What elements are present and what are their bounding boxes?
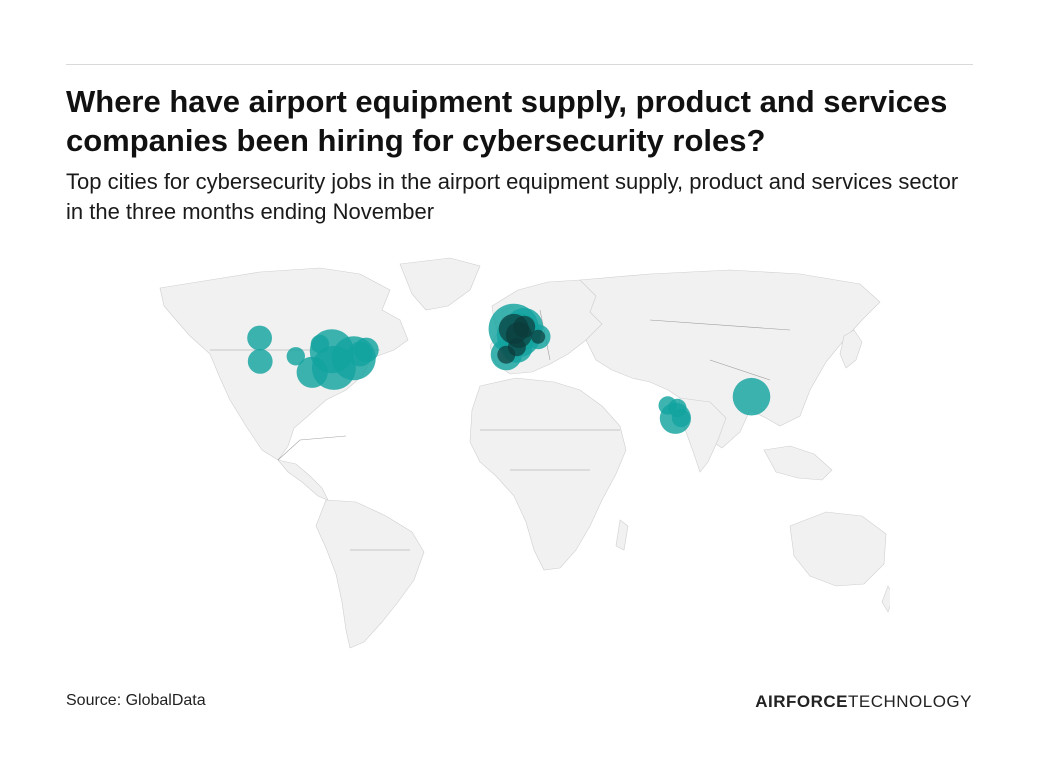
city-bubble-overlap <box>513 315 536 338</box>
brand-logo-light: TECHNOLOGY <box>847 692 972 711</box>
asia-landmass <box>579 269 881 449</box>
land-masses <box>159 257 890 649</box>
world-map <box>150 250 890 660</box>
city-bubble <box>286 347 305 366</box>
north-america-landmass <box>159 267 409 461</box>
city-bubble <box>247 349 273 374</box>
chart-subtitle: Top cities for cybersecurity jobs in the… <box>66 169 959 224</box>
greenland-landmass <box>399 257 481 311</box>
city-bubble <box>732 377 771 416</box>
chart-title: Where have airport equipment supply, pro… <box>66 84 948 158</box>
australia-landmass <box>789 511 887 587</box>
brand-logo: AIRFORCETECHNOLOGY <box>755 692 972 712</box>
south-america-landmass <box>315 499 425 649</box>
madagascar-landmass <box>615 519 629 551</box>
central-america-landmass <box>277 459 329 501</box>
top-divider <box>66 64 973 65</box>
africa-landmass <box>469 377 627 571</box>
city-bubble <box>347 341 373 367</box>
japan-landmass <box>839 329 863 369</box>
city-bubbles <box>247 303 771 434</box>
new-zealand-landmass <box>881 585 890 613</box>
world-map-svg <box>159 257 890 649</box>
city-bubble-overlap <box>497 345 516 364</box>
city-bubble-overlap <box>531 329 546 344</box>
source-note: Source: GlobalData <box>66 692 206 709</box>
city-bubble <box>671 408 691 428</box>
city-bubble <box>658 396 677 415</box>
brand-logo-bold: AIRFORCE <box>755 692 848 711</box>
city-bubble <box>247 325 272 351</box>
city-bubble <box>310 334 330 354</box>
southeast-asia-landmass <box>763 445 833 481</box>
